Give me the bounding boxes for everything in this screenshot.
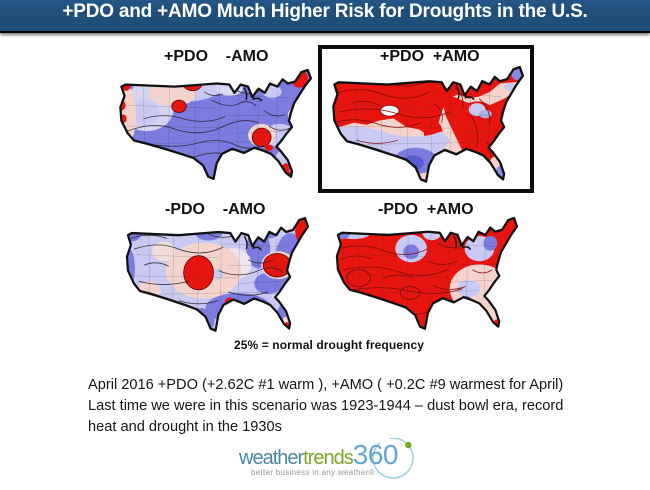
svg-text:weathertrends360: weathertrends360 <box>238 439 398 470</box>
svg-text:better business in any weather: better business in any weather® <box>251 468 375 477</box>
